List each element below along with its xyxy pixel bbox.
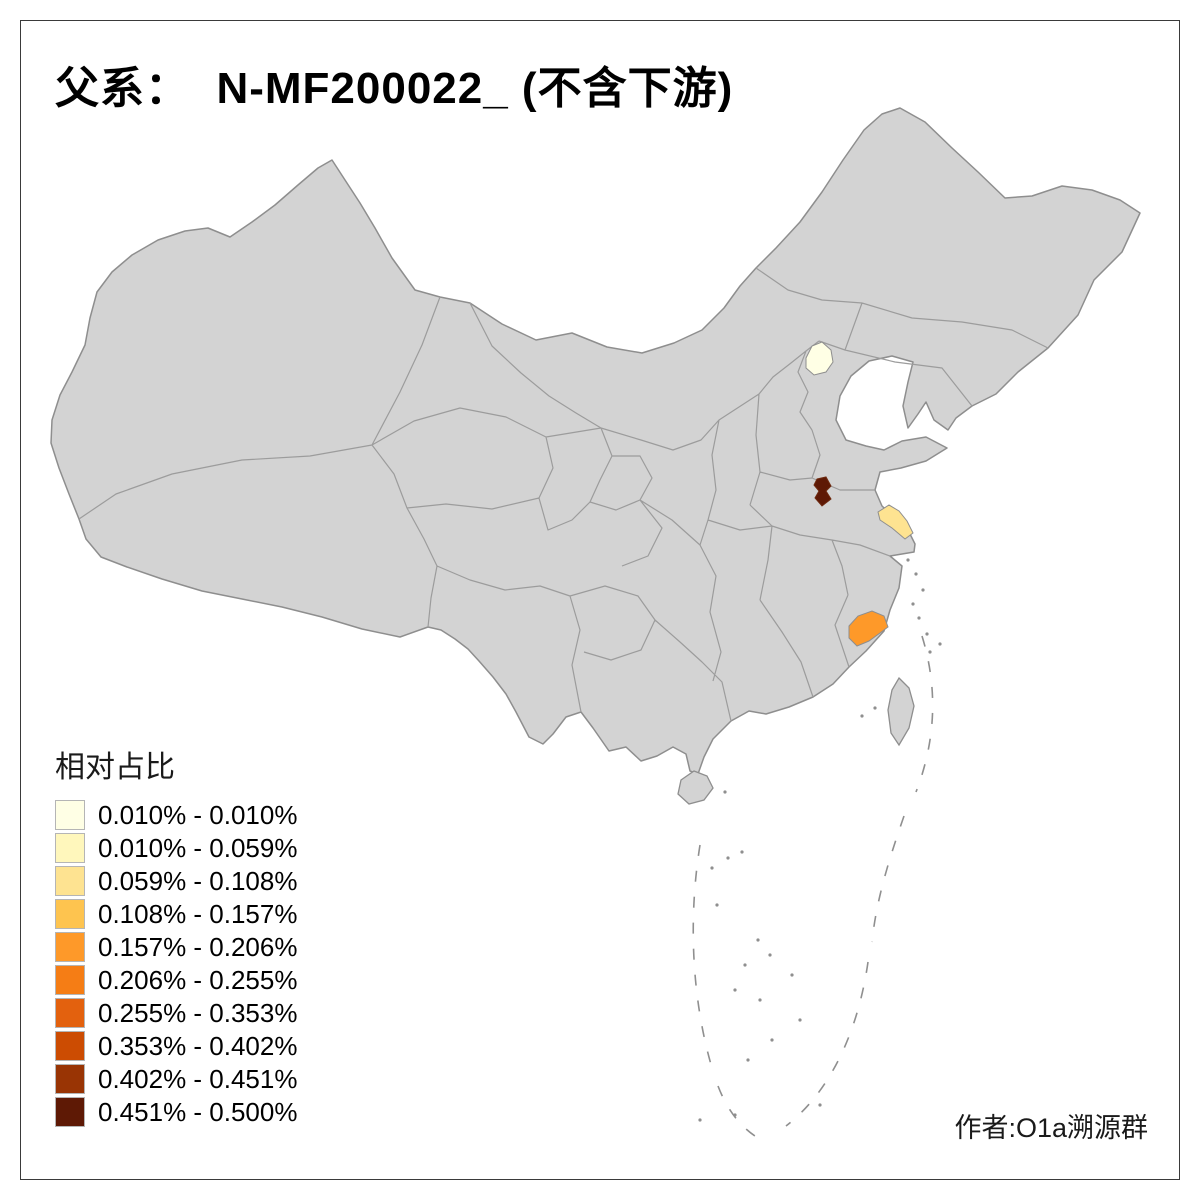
legend-row: 0.108% - 0.157% — [55, 899, 297, 929]
region-south-zhejiang — [848, 610, 889, 647]
legend-row: 0.010% - 0.059% — [55, 833, 297, 863]
region-beijing — [805, 341, 834, 376]
legend-label: 0.255% - 0.353% — [98, 997, 298, 1028]
legend-swatch — [55, 800, 85, 830]
legend-row: 0.353% - 0.402% — [55, 1031, 297, 1061]
legend-label: 0.108% - 0.157% — [98, 898, 298, 929]
small-islands — [698, 558, 942, 1122]
region-shanghai — [877, 504, 914, 540]
legend-swatch — [55, 1064, 85, 1094]
legend-row: 0.402% - 0.451% — [55, 1064, 297, 1094]
legend-label: 0.451% - 0.500% — [98, 1096, 298, 1127]
legend-row: 0.010% - 0.010% — [55, 800, 297, 830]
legend-swatch — [55, 866, 85, 896]
china-mainland — [50, 107, 1141, 775]
page-title: 父系： N-MF200022_ (不含下游) — [55, 64, 734, 113]
legend-swatch — [55, 965, 85, 995]
hainan-island — [677, 770, 714, 805]
legend-swatch — [55, 932, 85, 962]
legend-label: 0.206% - 0.255% — [98, 964, 298, 995]
legend-row: 0.206% - 0.255% — [55, 965, 297, 995]
legend-row: 0.157% - 0.206% — [55, 932, 297, 962]
legend-label: 0.010% - 0.059% — [98, 832, 298, 863]
legend-label: 0.402% - 0.451% — [98, 1063, 298, 1094]
legend-label: 0.157% - 0.206% — [98, 931, 298, 962]
legend-swatch — [55, 1097, 85, 1127]
legend-swatch — [55, 899, 85, 929]
author-credit: 作者:O1a溯源群 — [954, 1113, 1148, 1143]
legend-row: 0.059% - 0.108% — [55, 866, 297, 896]
legend-swatch — [55, 1031, 85, 1061]
legend-swatch — [55, 998, 85, 1028]
province-borders — [78, 267, 1049, 722]
region-north-anhui — [813, 476, 832, 507]
taiwan-island — [887, 676, 915, 747]
sea-boundary-dashes — [692, 635, 934, 1139]
legend-row: 0.451% - 0.500% — [55, 1097, 297, 1127]
legend-title: 相对占比 — [55, 751, 175, 784]
legend-label: 0.059% - 0.108% — [98, 865, 298, 896]
legend-swatch — [55, 833, 85, 863]
legend: 相对占比 0.010% - 0.010% 0.010% - 0.059% 0.0… — [55, 742, 297, 1130]
legend-row: 0.255% - 0.353% — [55, 998, 297, 1028]
legend-label: 0.353% - 0.402% — [98, 1030, 298, 1061]
legend-label: 0.010% - 0.010% — [98, 799, 298, 830]
